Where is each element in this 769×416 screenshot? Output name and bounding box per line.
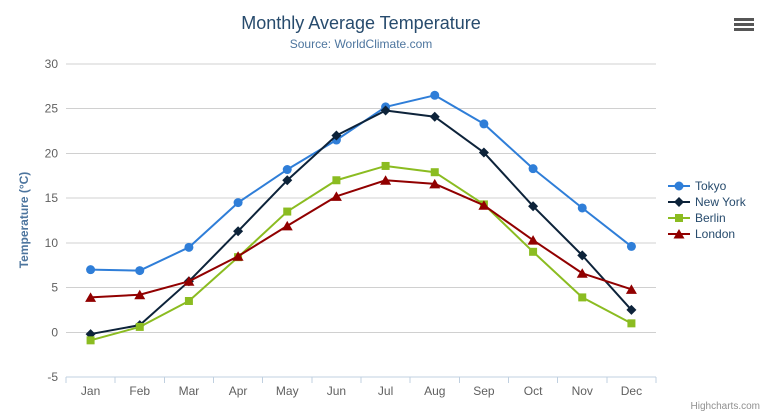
data-point-london-jul[interactable]: [380, 175, 392, 185]
series-line-tokyo: [89, 94, 633, 272]
x-tick-label: Jun: [327, 384, 346, 398]
legend-label: Tokyo: [695, 179, 727, 193]
y-tick-label: 10: [45, 236, 59, 250]
data-point-new-york-sep[interactable]: [478, 147, 489, 158]
y-axis-title: Temperature (°C): [17, 171, 31, 269]
data-point-london-jun[interactable]: [330, 191, 342, 201]
data-point-new-york-jun[interactable]: [331, 130, 342, 141]
series-line-berlin: [89, 164, 633, 342]
legend-marker-symbol: [673, 229, 685, 239]
legend-item-berlin[interactable]: Berlin: [668, 210, 746, 226]
chart-context-menu-button[interactable]: [731, 15, 757, 35]
legend-label: Berlin: [695, 211, 726, 225]
data-point-tokyo-nov[interactable]: [577, 203, 587, 213]
data-point-berlin-oct[interactable]: [529, 247, 538, 256]
data-point-london-nov[interactable]: [576, 268, 588, 278]
y-tick-label: 20: [45, 146, 59, 160]
series-new-york: [85, 105, 637, 340]
data-point-berlin-dec[interactable]: [627, 319, 636, 328]
data-point-new-york-may[interactable]: [282, 175, 293, 186]
data-point-london-may[interactable]: [281, 220, 293, 231]
x-tick-label: Mar: [179, 384, 200, 398]
series-line-new-york: [89, 109, 633, 336]
data-point-tokyo-may[interactable]: [282, 165, 292, 175]
y-tick-label: 30: [45, 57, 59, 71]
data-point-tokyo-feb[interactable]: [135, 266, 145, 276]
data-point-london-feb[interactable]: [134, 289, 146, 300]
data-point-tokyo-oct[interactable]: [528, 164, 538, 174]
x-tick-label: Apr: [229, 384, 248, 398]
series-line-london: [89, 179, 633, 299]
chart-legend: Tokyo New York Berlin London: [668, 178, 746, 242]
data-point-tokyo-apr[interactable]: [233, 198, 243, 208]
data-point-berlin-may[interactable]: [283, 207, 292, 216]
legend-marker-symbol: [675, 214, 683, 222]
data-point-london-aug[interactable]: [429, 178, 441, 189]
x-tick-label: Oct: [524, 384, 543, 398]
data-point-tokyo-mar[interactable]: [184, 242, 194, 252]
data-point-new-york-oct[interactable]: [528, 201, 539, 212]
legend-marker-symbol: [674, 197, 684, 207]
x-tick-label: Sep: [473, 384, 495, 398]
data-point-berlin-jun[interactable]: [332, 176, 341, 185]
x-tick-label: Feb: [129, 384, 150, 398]
legend-marker-square-icon: [668, 214, 690, 222]
y-tick-label: 15: [45, 191, 59, 205]
x-tick-label: Dec: [621, 384, 642, 398]
y-tick-label: -5: [47, 370, 58, 384]
data-point-london-oct[interactable]: [527, 235, 539, 245]
legend-marker-triangle-icon: [668, 229, 690, 239]
y-tick-label: 0: [51, 325, 58, 339]
data-point-berlin-mar[interactable]: [184, 296, 193, 305]
data-point-new-york-dec[interactable]: [626, 304, 637, 315]
legend-marker-symbol: [674, 181, 684, 191]
data-point-london-sep[interactable]: [478, 200, 490, 210]
series-london: [85, 175, 637, 302]
x-tick-label: Aug: [424, 384, 445, 398]
legend-marker-circle-icon: [668, 181, 690, 191]
chart-subtitle: Source: WorldClimate.com: [289, 37, 433, 51]
data-point-new-york-apr[interactable]: [233, 226, 244, 237]
data-point-london-jan[interactable]: [85, 292, 97, 302]
data-point-new-york-aug[interactable]: [429, 111, 440, 122]
data-point-new-york-jul[interactable]: [380, 105, 391, 116]
highcharts-credits-link[interactable]: Highcharts.com: [690, 401, 760, 412]
x-tick-label: Jan: [81, 384, 100, 398]
data-point-tokyo-aug[interactable]: [430, 90, 440, 100]
legend-marker-diamond-icon: [668, 197, 690, 207]
data-point-berlin-aug[interactable]: [430, 168, 439, 177]
legend-item-london[interactable]: London: [668, 226, 746, 242]
hamburger-icon: [734, 17, 754, 31]
chart-title: Monthly Average Temperature: [241, 13, 481, 33]
data-point-berlin-jul[interactable]: [381, 161, 390, 170]
legend-item-new-york[interactable]: New York: [668, 194, 746, 210]
x-tick-label: May: [276, 384, 299, 398]
y-tick-label: 25: [45, 102, 59, 116]
data-point-london-dec[interactable]: [625, 284, 637, 294]
data-point-tokyo-dec[interactable]: [626, 241, 636, 251]
data-point-berlin-nov[interactable]: [578, 293, 587, 302]
series-tokyo: [86, 90, 636, 276]
data-point-berlin-feb[interactable]: [135, 322, 144, 331]
data-point-berlin-jan[interactable]: [86, 336, 95, 345]
legend-item-tokyo[interactable]: Tokyo: [668, 178, 746, 194]
data-point-london-mar[interactable]: [183, 276, 195, 286]
data-point-tokyo-jan[interactable]: [86, 265, 96, 275]
legend-label: London: [695, 227, 736, 241]
data-point-tokyo-sep[interactable]: [479, 119, 489, 129]
y-tick-label: 5: [51, 281, 58, 295]
data-point-new-york-nov[interactable]: [577, 250, 588, 261]
x-tick-label: Nov: [572, 384, 593, 398]
legend-label: New York: [695, 195, 746, 209]
data-point-london-apr[interactable]: [232, 251, 244, 261]
x-tick-label: Jul: [378, 384, 393, 398]
